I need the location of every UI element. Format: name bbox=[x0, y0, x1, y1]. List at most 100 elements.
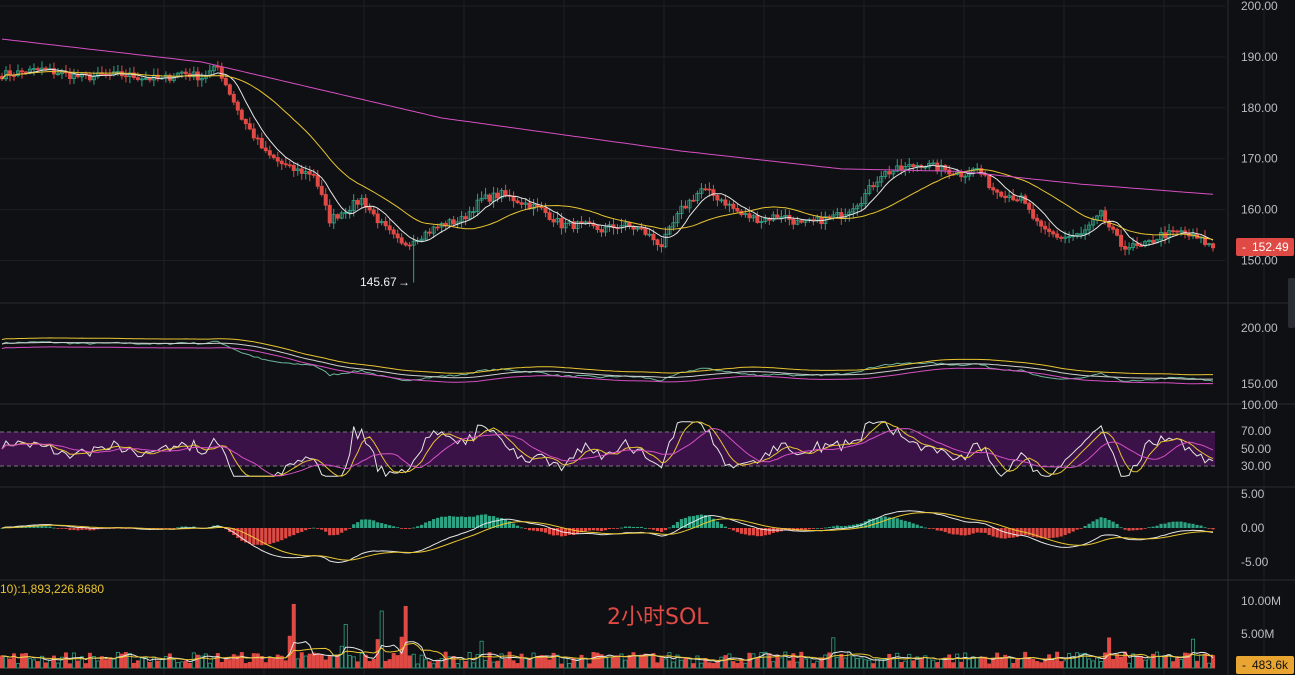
volume-bar-down bbox=[363, 654, 368, 669]
macd-bar-positive bbox=[1171, 521, 1175, 528]
candle-up bbox=[679, 205, 684, 215]
macd-bar-negative bbox=[1071, 528, 1075, 532]
moving-average-lines bbox=[1, 38, 1214, 247]
macd-bar-negative bbox=[579, 528, 584, 533]
macd-bar-negative bbox=[256, 528, 260, 545]
candle-down bbox=[579, 221, 584, 224]
candle-up bbox=[1019, 195, 1024, 201]
volume-axis-label: 10.00M bbox=[1241, 594, 1281, 608]
volume-bar-up bbox=[27, 658, 32, 669]
macd-bar-negative bbox=[80, 528, 84, 530]
macd-bar-negative bbox=[951, 528, 955, 535]
candle-down bbox=[1151, 239, 1156, 243]
macd-bar-positive bbox=[396, 527, 400, 529]
candle-up bbox=[567, 221, 572, 224]
volume-panel bbox=[0, 603, 1216, 669]
volume-bar-up bbox=[963, 652, 968, 669]
volume-bar-down bbox=[547, 659, 552, 669]
volume-bar-up bbox=[967, 658, 972, 669]
macd-bar-positive bbox=[623, 526, 628, 528]
volume-bar-up bbox=[623, 659, 628, 669]
volume-bar-down bbox=[715, 661, 720, 669]
rsi-band-fill bbox=[0, 432, 1215, 466]
macd-bar-positive bbox=[1199, 525, 1203, 528]
macd-bar-negative bbox=[1059, 528, 1063, 537]
macd-bar-negative bbox=[164, 528, 168, 529]
volume-bar-down bbox=[711, 663, 716, 669]
candle-up bbox=[695, 192, 700, 201]
volume-bar-up bbox=[483, 660, 488, 669]
candle-down bbox=[23, 71, 28, 74]
volume-bar-up bbox=[127, 653, 132, 669]
macd-bar-positive bbox=[44, 526, 48, 528]
macd-bar-positive bbox=[879, 517, 883, 528]
macd-bar-negative bbox=[751, 528, 755, 536]
macd-bar-positive bbox=[723, 526, 728, 528]
macd-bar-negative bbox=[340, 528, 344, 533]
macd-bar-negative bbox=[743, 528, 747, 535]
volume-bar-up bbox=[855, 658, 860, 669]
candle-down bbox=[1171, 230, 1176, 233]
overview-mid-band bbox=[1, 341, 1213, 380]
candle-down bbox=[147, 77, 152, 81]
volume-bar-down bbox=[251, 653, 256, 669]
macd-bar-positive bbox=[368, 519, 372, 528]
candle-up bbox=[907, 164, 912, 167]
volume-bar-up bbox=[199, 655, 204, 669]
candle-down bbox=[363, 197, 368, 208]
candle-up bbox=[523, 202, 528, 205]
candle-up bbox=[883, 171, 888, 177]
macd-bar-positive bbox=[40, 525, 44, 528]
candle-down bbox=[1175, 230, 1180, 233]
candle-up bbox=[895, 165, 900, 172]
macd-bar-positive bbox=[384, 524, 388, 528]
macd-bar-negative bbox=[983, 528, 987, 533]
candle-up bbox=[719, 199, 724, 202]
volume-bar-down bbox=[271, 658, 276, 669]
volume-bar-up bbox=[171, 659, 176, 669]
macd-bar-negative bbox=[1011, 528, 1015, 538]
volume-bar-up bbox=[835, 656, 840, 669]
macd-bar-positive bbox=[176, 527, 180, 529]
candle-down bbox=[451, 219, 456, 225]
macd-bar-negative bbox=[1039, 528, 1043, 539]
candle-down bbox=[355, 200, 360, 205]
volume-bar-down bbox=[395, 655, 400, 669]
macd-bar-positive bbox=[52, 527, 56, 529]
macd-bar-negative bbox=[527, 528, 532, 531]
macd-bar-negative bbox=[599, 528, 604, 532]
candle-up bbox=[1179, 230, 1184, 233]
candle-down bbox=[435, 226, 440, 229]
candle-down bbox=[287, 164, 292, 167]
volume-bar-up bbox=[423, 658, 428, 669]
volume-bar-down bbox=[935, 662, 940, 669]
macd-bar-negative bbox=[555, 528, 560, 536]
candle-down bbox=[1043, 225, 1048, 230]
candle-down bbox=[1111, 226, 1116, 230]
candle-up bbox=[803, 220, 808, 223]
macd-bar-positive bbox=[907, 521, 911, 528]
candle-down bbox=[1059, 236, 1064, 239]
macd-bar-negative bbox=[112, 528, 116, 529]
volume-bar-up bbox=[879, 659, 884, 669]
macd-bar-positive bbox=[1111, 521, 1115, 528]
macd-bar-negative bbox=[264, 528, 268, 545]
macd-bar-negative bbox=[280, 528, 284, 541]
macd-bar-negative bbox=[927, 528, 931, 529]
volume-bar-down bbox=[919, 658, 924, 669]
candle-up bbox=[1063, 236, 1068, 239]
volume-bar-down bbox=[1139, 656, 1144, 669]
volume-bar-down bbox=[611, 657, 616, 669]
candle-down bbox=[299, 168, 304, 174]
macd-bar-negative bbox=[799, 528, 803, 531]
side-panel-toggle[interactable] bbox=[1288, 278, 1295, 328]
volume-bar-down bbox=[839, 653, 844, 669]
macd-bar-negative bbox=[60, 528, 64, 529]
candle-down bbox=[43, 67, 48, 70]
candle-down bbox=[395, 233, 400, 239]
volume-bar-up bbox=[1079, 653, 1084, 669]
candle-down bbox=[271, 154, 276, 159]
macd-bar-positive bbox=[412, 527, 416, 529]
candle-down bbox=[319, 185, 324, 195]
volume-bar-down bbox=[43, 662, 48, 669]
